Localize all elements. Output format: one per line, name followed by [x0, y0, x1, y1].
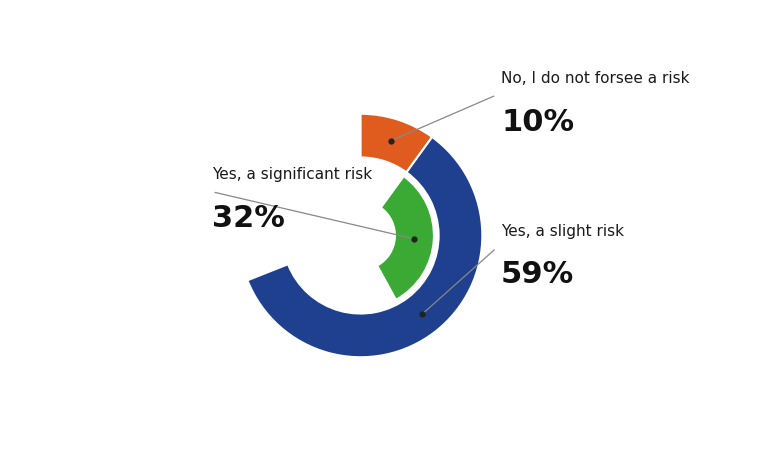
Text: Yes, a significant risk: Yes, a significant risk [212, 167, 372, 182]
Wedge shape [361, 114, 432, 172]
Text: No, I do not forsee a risk: No, I do not forsee a risk [501, 71, 690, 86]
Wedge shape [247, 137, 482, 357]
Text: 32%: 32% [212, 204, 285, 233]
Wedge shape [377, 176, 434, 300]
Text: 59%: 59% [501, 260, 574, 290]
Text: Yes, a slight risk: Yes, a slight risk [501, 224, 624, 239]
Text: 10%: 10% [501, 107, 574, 137]
